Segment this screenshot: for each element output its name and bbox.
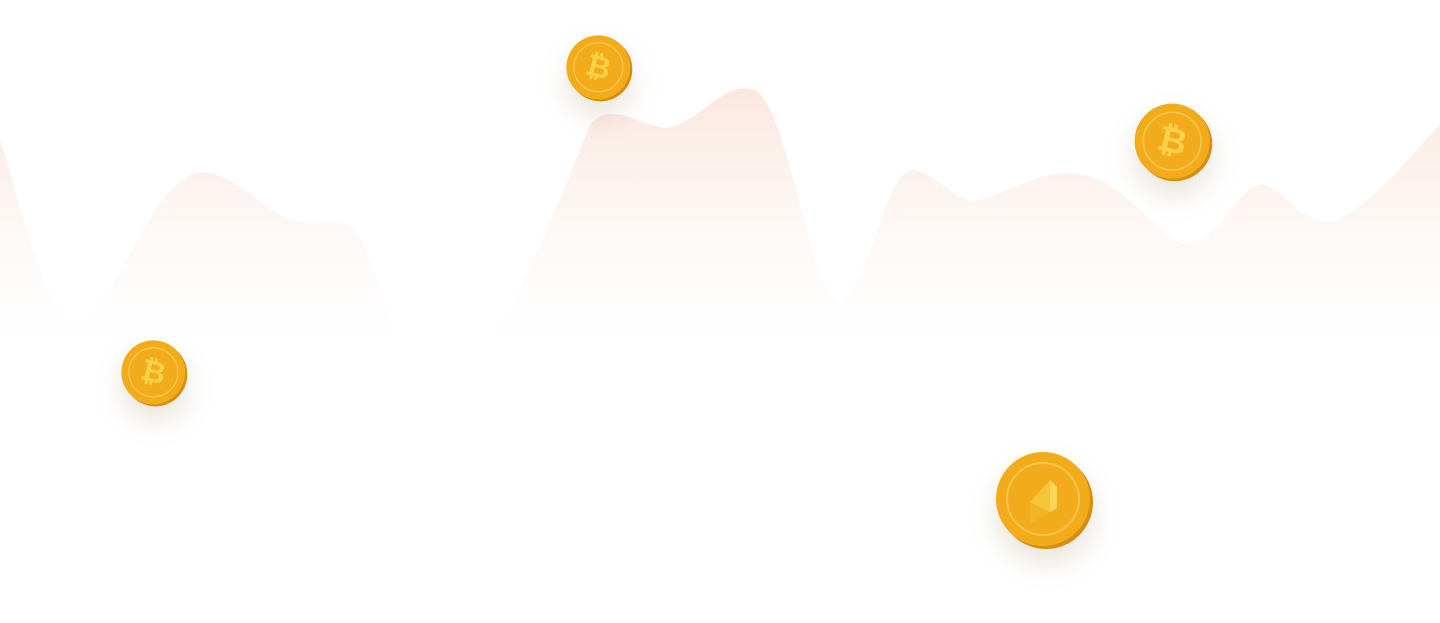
ethereum-symbol [1030,480,1057,523]
ethereum-coin-icon [994,450,1094,550]
bitcoin-coin-icon: ₿ [1133,102,1213,182]
bitcoin-coin-icon: ₿ [120,339,188,407]
bitcoin-coin-icon: ₿ [565,34,633,102]
